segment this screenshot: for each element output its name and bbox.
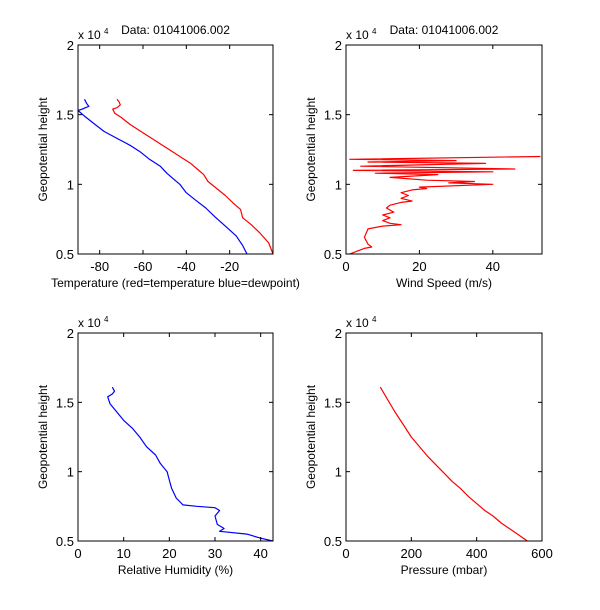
chart-wind: 0 20 40 0.5 1 1.5 2 x 10 4 Data: 01041006.002 Wind… bbox=[304, 23, 543, 290]
chart-humidity: 0 10 20 30 40 0.5 1 1.5 2 x 10 4 Relative Humidity … bbox=[36, 315, 274, 577]
y-tick-label: 1.5 bbox=[324, 108, 342, 123]
x-tick-label: -60 bbox=[134, 259, 153, 274]
x-tick-label: 600 bbox=[531, 546, 553, 561]
axes-box bbox=[77, 44, 274, 255]
y-axis-label: Geopotential height bbox=[304, 384, 318, 489]
x-tick-label: 0 bbox=[342, 259, 349, 274]
axes-box bbox=[77, 332, 274, 542]
y-exponent-power: 4 bbox=[372, 315, 377, 324]
x-axis-label: Relative Humidity (%) bbox=[118, 563, 233, 577]
x-tick-label: -20 bbox=[220, 259, 239, 274]
y-exponent-power: 4 bbox=[104, 27, 109, 36]
y-exponent-label: x 10 bbox=[346, 28, 369, 42]
y-tick-label: 0.5 bbox=[56, 534, 74, 549]
x-tick-label: 30 bbox=[208, 546, 222, 561]
y-exponent-power: 4 bbox=[372, 27, 377, 36]
series-line-dewpoint bbox=[77, 99, 248, 255]
chart-temperature: -80 -60 -40 -20 0.5 1 1.5 2 x 10 4 Data: 01041006.… bbox=[36, 23, 300, 290]
y-tick-label: 1 bbox=[67, 177, 74, 192]
y-axis-label: Geopotential height bbox=[36, 384, 50, 489]
chart-title: Data: 01041006.002 bbox=[121, 23, 230, 37]
x-tick-label: 20 bbox=[162, 546, 176, 561]
x-tick-label: 40 bbox=[486, 259, 500, 274]
chart-pressure: 0 200 400 600 0.5 1 1.5 2 x 10 4 Pressure (mbar) Ge… bbox=[304, 315, 553, 577]
y-exponent-label: x 10 bbox=[346, 316, 369, 330]
series-line-pressure bbox=[379, 386, 528, 542]
x-tick-label: -40 bbox=[177, 259, 196, 274]
x-tick-label: 10 bbox=[116, 546, 130, 561]
y-tick-label: 2 bbox=[67, 38, 74, 53]
y-tick-label: 2 bbox=[335, 326, 342, 341]
x-tick-label: -80 bbox=[90, 259, 109, 274]
x-tick-label: 20 bbox=[412, 259, 426, 274]
chart-title: Data: 01041006.002 bbox=[390, 23, 499, 37]
y-tick-label: 0.5 bbox=[324, 534, 342, 549]
x-tick-label: 40 bbox=[253, 546, 267, 561]
y-exponent-label: x 10 bbox=[78, 28, 101, 42]
y-tick-label: 0.5 bbox=[324, 247, 342, 262]
x-axis-label: Pressure (mbar) bbox=[401, 563, 488, 577]
series-line-relative-humidity bbox=[107, 386, 274, 542]
y-tick-label: 1.5 bbox=[324, 395, 342, 410]
y-tick-label: 1 bbox=[335, 177, 342, 192]
axes-box bbox=[345, 332, 543, 542]
axes-box bbox=[345, 44, 543, 255]
y-axis-label: Geopotential height bbox=[304, 97, 318, 202]
x-tick-label: 0 bbox=[74, 546, 81, 561]
series-line-temperature bbox=[112, 98, 274, 255]
y-tick-label: 1 bbox=[67, 465, 74, 480]
x-tick-label: 200 bbox=[400, 546, 422, 561]
y-exponent-label: x 10 bbox=[78, 316, 101, 330]
y-tick-label: 1.5 bbox=[56, 108, 74, 123]
y-tick-label: 0.5 bbox=[56, 247, 74, 262]
y-axis-label: Geopotential height bbox=[36, 97, 50, 202]
x-axis-label: Temperature (red=temperature blue=dewpoi… bbox=[51, 276, 300, 290]
x-axis-label: Wind Speed (m/s) bbox=[396, 276, 492, 290]
y-tick-label: 1.5 bbox=[56, 395, 74, 410]
y-tick-label: 2 bbox=[67, 326, 74, 341]
x-tick-label: 400 bbox=[466, 546, 488, 561]
x-tick-label: 0 bbox=[342, 546, 349, 561]
y-tick-label: 2 bbox=[335, 38, 342, 53]
y-tick-label: 1 bbox=[335, 465, 342, 480]
y-exponent-power: 4 bbox=[104, 315, 109, 324]
series-line-wind-speed bbox=[349, 155, 541, 255]
